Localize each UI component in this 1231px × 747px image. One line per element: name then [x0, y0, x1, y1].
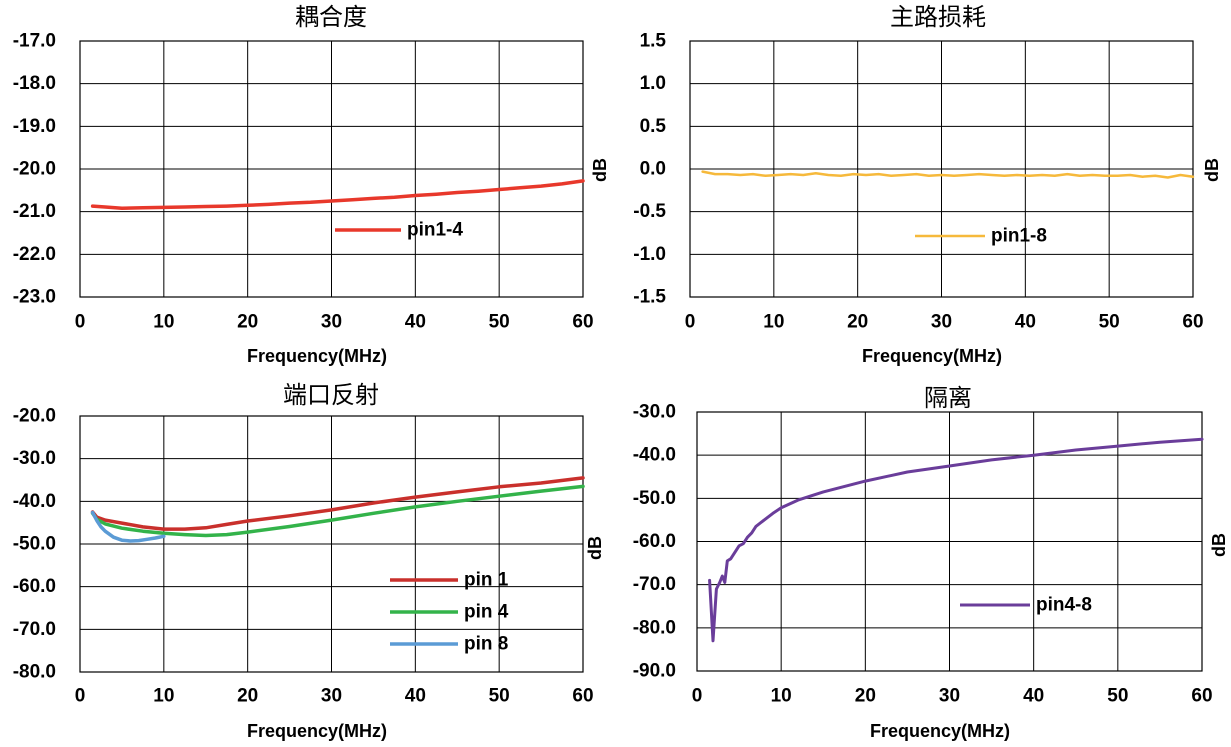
x-tick-label: 10 [153, 686, 174, 707]
x-tick-label: 40 [1015, 312, 1036, 333]
legend-label-pin1-4: pin1-4 [407, 220, 463, 241]
x-tick-label: 10 [763, 312, 784, 333]
y-tick-label: 1.5 [640, 31, 667, 52]
x-tick-label: 20 [847, 312, 868, 333]
legend: pin 1 pin 4 pin 8 [390, 570, 509, 655]
chart-4: 0 10 20 30 40 50 60 -30.0 -40.0 -50.0 -60.0 -70.0 -8… [633, 384, 1229, 741]
chart-title: 端口反射 [283, 381, 379, 409]
y-tick-label: -20.0 [13, 406, 56, 427]
x-axis-label: Frequency(MHz) [862, 346, 1002, 366]
x-tick-label: 30 [939, 686, 960, 707]
chart-2: 0 10 20 30 40 50 60 1.5 1.0 0.5 0.0 -0.5 -1.0 -1.5 pin… [633, 3, 1222, 366]
series-line-pin4-8 [708, 437, 1204, 643]
y-tick-label: -18.0 [13, 73, 56, 94]
x-axis-label: Frequency(MHz) [247, 346, 387, 366]
y-tick-label: -70.0 [633, 574, 676, 595]
y-tick-label: 0.5 [640, 116, 667, 137]
chart-1: 0 10 20 30 40 50 60 -17.0 -18.0 -19.0 -20.0 -21.0 -2… [13, 3, 610, 366]
x-tick-label: 60 [572, 312, 593, 333]
chart-title: 耦合度 [295, 3, 367, 31]
x-tick-label: 50 [1099, 312, 1120, 333]
x-tick-label: 60 [1191, 686, 1212, 707]
x-tick-label: 20 [855, 686, 876, 707]
x-tick-label: 0 [685, 312, 696, 333]
y-tick-label: -70.0 [13, 619, 56, 640]
y-tick-label: -20.0 [13, 159, 56, 180]
y-tick-label: -30.0 [633, 402, 676, 423]
chart-title: 主路损耗 [890, 3, 986, 31]
y-axis-label: dB [1202, 158, 1222, 182]
y-axis-label: dB [590, 158, 610, 182]
x-tick-label: 60 [1182, 312, 1203, 333]
legend-label-pin1-8: pin1-8 [991, 226, 1047, 247]
y-tick-label: -30.0 [13, 448, 56, 469]
y-tick-label: -60.0 [633, 531, 676, 552]
legend-label-pin-4: pin 4 [464, 602, 509, 623]
x-tick-label: 30 [931, 312, 952, 333]
y-tick-label: -17.0 [13, 31, 56, 52]
y-tick-label: 1.0 [640, 73, 666, 94]
x-tick-label: 20 [237, 312, 258, 333]
x-tick-label: 0 [75, 312, 86, 333]
x-axis-label: Frequency(MHz) [870, 721, 1010, 741]
x-tick-label: 30 [321, 686, 342, 707]
series-line-pin1-4 [90, 179, 585, 211]
y-tick-label: -22.0 [13, 244, 56, 265]
x-tick-label: 60 [572, 686, 593, 707]
y-tick-label: -40.0 [633, 445, 676, 466]
y-axis-label: dB [1209, 533, 1229, 557]
x-tick-label: 10 [771, 686, 792, 707]
y-tick-label: -21.0 [13, 201, 56, 222]
x-tick-label: 0 [692, 686, 703, 707]
y-tick-label: -80.0 [13, 662, 56, 683]
x-tick-label: 50 [1107, 686, 1128, 707]
legend-label-pin4-8: pin4-8 [1036, 595, 1092, 616]
y-tick-label: -1.0 [633, 244, 666, 265]
x-tick-label: 0 [75, 686, 86, 707]
legend: pin1-8 [915, 226, 1047, 247]
x-axis-label: Frequency(MHz) [247, 721, 387, 741]
y-tick-label: -50.0 [633, 488, 676, 509]
y-tick-label: -19.0 [13, 116, 56, 137]
series-line-pin-8 [90, 510, 166, 543]
y-tick-label: -23.0 [13, 287, 56, 308]
series-line-pin-1 [90, 476, 585, 531]
x-tick-label: 50 [489, 686, 510, 707]
x-tick-label: 40 [405, 686, 426, 707]
x-tick-label: 40 [405, 312, 426, 333]
chart-title: 隔离 [924, 384, 972, 412]
y-tick-label: -40.0 [13, 491, 56, 512]
y-tick-label: -80.0 [633, 617, 676, 638]
x-tick-label: 30 [321, 312, 342, 333]
series-line-pin-4 [90, 484, 585, 538]
legend-label-pin-8: pin 8 [464, 634, 508, 655]
y-tick-label: -50.0 [13, 534, 56, 555]
y-tick-label: -90.0 [633, 661, 676, 682]
legend: pin1-4 [335, 220, 463, 241]
legend: pin4-8 [960, 595, 1092, 616]
y-tick-label: -1.5 [633, 287, 666, 308]
y-tick-label: 0.0 [640, 159, 666, 180]
x-tick-label: 10 [153, 312, 174, 333]
series-line-pin1-8 [701, 170, 1195, 179]
y-tick-label: -60.0 [13, 576, 56, 597]
x-tick-label: 50 [489, 312, 510, 333]
legend-label-pin-1: pin 1 [464, 570, 509, 591]
y-axis-label: dB [585, 536, 605, 560]
x-tick-label: 20 [237, 686, 258, 707]
y-tick-label: -0.5 [633, 201, 666, 222]
chart-3: 0 10 20 30 40 50 60 -20.0 -30.0 -40.0 -50.0 -60.0 -7… [13, 381, 605, 741]
x-tick-label: 40 [1023, 686, 1044, 707]
